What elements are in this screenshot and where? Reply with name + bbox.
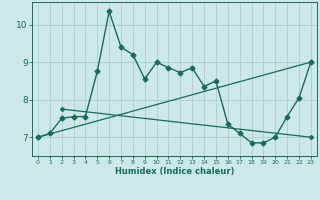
X-axis label: Humidex (Indice chaleur): Humidex (Indice chaleur) xyxy=(115,167,234,176)
